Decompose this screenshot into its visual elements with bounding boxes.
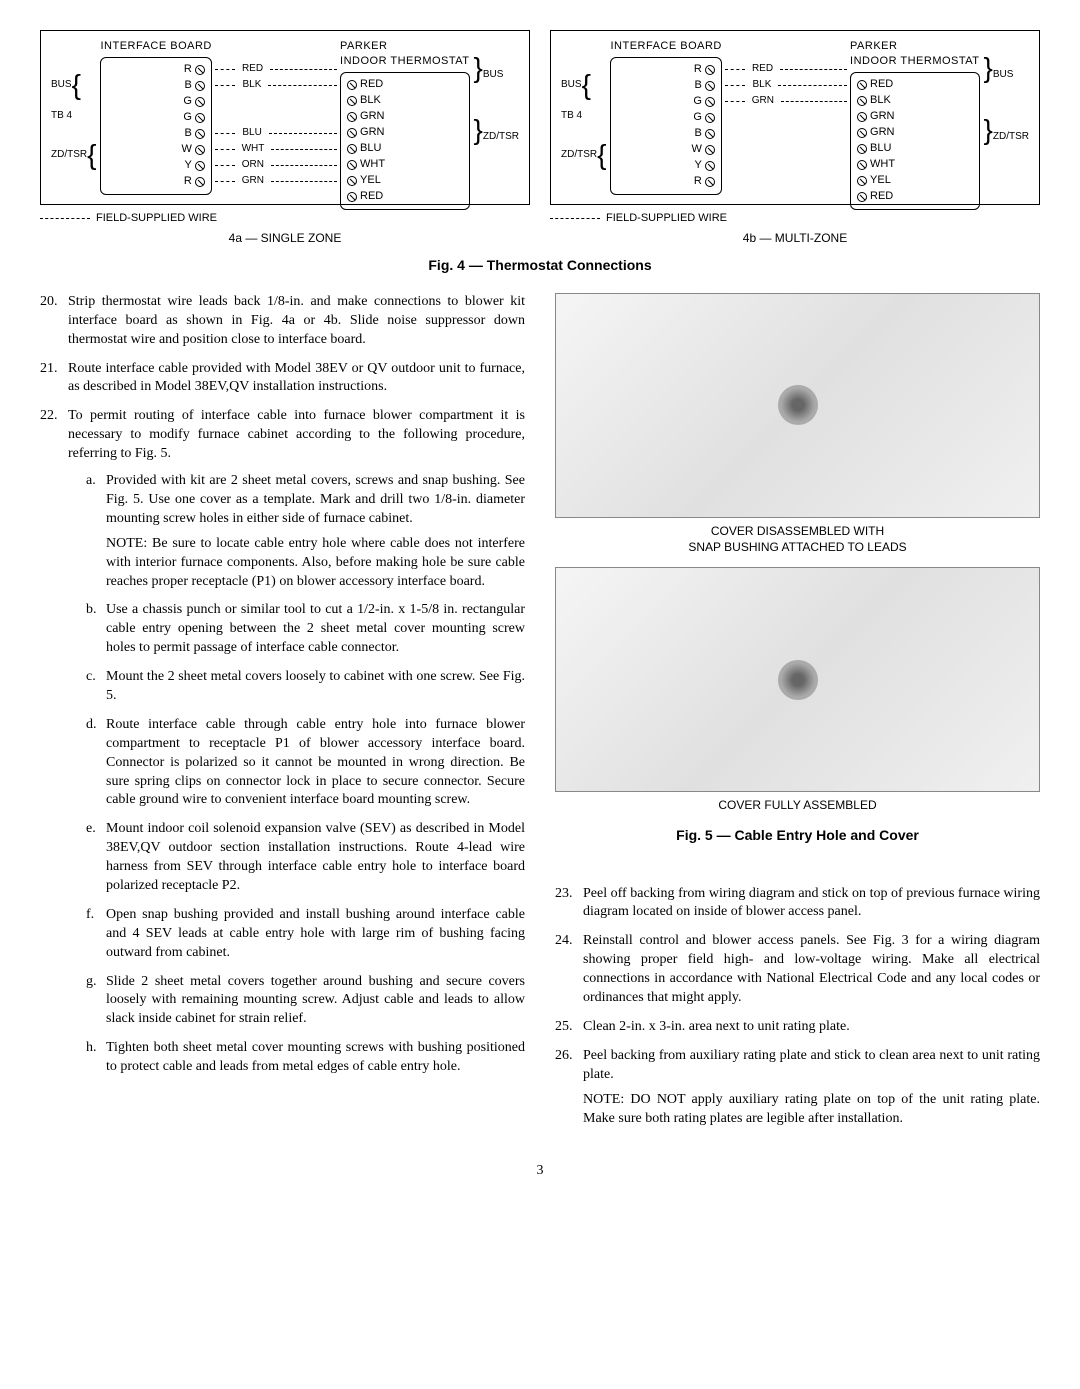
field-wire-note-b: FIELD-SUPPLIED WIRE (550, 211, 1040, 226)
right-inner-box-b: RED BLK GRN GRN BLU WHT YEL RED (850, 72, 980, 210)
schematic-4b: BUS{ TB 4 ZD/TSR{ INTERFACE BOARD R B G … (550, 30, 1040, 205)
rpin-grn: GRN (347, 109, 463, 125)
step-25: 25.Clean 2-in. x 3-in. area next to unit… (555, 1018, 1040, 1037)
caption-4b: 4b — MULTI-ZONE (550, 230, 1040, 246)
interface-header: INTERFACE BOARD (100, 39, 211, 54)
photo-placeholder-icon (778, 385, 818, 425)
substep-f: f.Open snap bushing provided and install… (86, 906, 525, 963)
field-wire-note-a: FIELD-SUPPLIED WIRE (40, 211, 530, 226)
right-inner-box: RED BLK GRN GRN BLU WHT YEL RED (340, 72, 470, 210)
rpin-blu: BLU (347, 141, 463, 157)
wire-section-a: RED BLK BLU WHT ORN GRN (212, 39, 340, 196)
pin-b: B (107, 78, 204, 94)
diagram-4b: BUS{ TB 4 ZD/TSR{ INTERFACE BOARD R B G … (550, 30, 1040, 246)
left-inner-box-b: R B G G B W Y R (610, 57, 721, 195)
fig5-caption: Fig. 5 — Cable Entry Hole and Cover (555, 826, 1040, 845)
substep-h: h.Tighten both sheet metal cover mountin… (86, 1039, 525, 1077)
bus-label: BUS (51, 78, 72, 92)
photo-1 (555, 293, 1040, 518)
two-column-content: 20.Strip thermostat wire leads back 1/8-… (40, 293, 1040, 1138)
rpin-yel: YEL (347, 173, 463, 189)
pin-r: R (107, 62, 204, 78)
pin-g: G (107, 94, 204, 110)
pin-g2: G (107, 110, 204, 126)
substep-a: a. Provided with kit are 2 sheet metal c… (86, 472, 525, 591)
left-interface-col: INTERFACE BOARD R B G G B W Y R (100, 39, 211, 196)
substep-e: e.Mount indoor coil solenoid expansion v… (86, 820, 525, 896)
tb4-label: TB 4 (51, 109, 96, 123)
rpin-red: RED (347, 77, 463, 93)
left-interface-col-b: INTERFACE BOARD R B G G B W Y R (610, 39, 721, 196)
step-22: 22. To permit routing of interface cable… (40, 407, 525, 1087)
diagrams-row: BUS{ TB 4 ZD/TSR{ INTERFACE BOARD R B G … (40, 30, 1040, 246)
right-labels: }BUS }ZD/TSR (474, 39, 519, 196)
step-26: 26. Peel backing from auxiliary rating p… (555, 1047, 1040, 1129)
right-labels-b: }BUS }ZD/TSR (984, 39, 1029, 196)
left-column: 20.Strip thermostat wire leads back 1/8-… (40, 293, 525, 1138)
photo2-caption: COVER FULLY ASSEMBLED (555, 798, 1040, 814)
step-23: 23.Peel off backing from wiring diagram … (555, 885, 1040, 923)
substep-g: g.Slide 2 sheet metal covers together ar… (86, 973, 525, 1030)
photo-placeholder-icon-2 (778, 660, 818, 700)
schematic-4a: BUS{ TB 4 ZD/TSR{ INTERFACE BOARD R B G … (40, 30, 530, 205)
left-labels-b: BUS{ TB 4 ZD/TSR{ (561, 39, 606, 196)
pin-w: W (107, 142, 204, 158)
rpin-wht: WHT (347, 157, 463, 173)
step-20: 20.Strip thermostat wire leads back 1/8-… (40, 293, 525, 350)
pin-y: Y (107, 158, 204, 174)
substep-c: c.Mount the 2 sheet metal covers loosely… (86, 668, 525, 706)
rpin-blk: BLK (347, 93, 463, 109)
substep-d: d.Route interface cable through cable en… (86, 716, 525, 810)
pin-b2: B (107, 126, 204, 142)
substep-b: b.Use a chassis punch or similar tool to… (86, 601, 525, 658)
left-inner-box: R B G G B W Y R (100, 57, 211, 195)
parker-header: PARKERINDOOR THERMOSTAT (340, 39, 470, 69)
note-a: NOTE: Be sure to locate cable entry hole… (106, 535, 525, 592)
photo-2 (555, 567, 1040, 792)
main-steps-right: 23.Peel off backing from wiring diagram … (555, 885, 1040, 1129)
pin-r2: R (107, 174, 204, 190)
step-24: 24.Reinstall control and blower access p… (555, 932, 1040, 1008)
zdtsr-label: ZD/TSR (51, 148, 87, 162)
page-number: 3 (40, 1162, 1040, 1181)
substeps: a. Provided with kit are 2 sheet metal c… (86, 472, 525, 1077)
rpin-red2: RED (347, 189, 463, 205)
wire-section-b: RED BLK GRN (722, 39, 850, 196)
photo1-caption: COVER DISASSEMBLED WITHSNAP BUSHING ATTA… (555, 524, 1040, 555)
rpin-grn2: GRN (347, 125, 463, 141)
left-labels: BUS{ TB 4 ZD/TSR{ (51, 39, 96, 196)
note-26: NOTE: DO NOT apply auxiliary rating plat… (583, 1091, 1040, 1129)
right-thermostat-col: PARKERINDOOR THERMOSTAT RED BLK GRN GRN … (340, 39, 470, 196)
main-steps-left: 20.Strip thermostat wire leads back 1/8-… (40, 293, 525, 1087)
right-thermostat-col-b: PARKERINDOOR THERMOSTAT RED BLK GRN GRN … (850, 39, 980, 196)
step-21: 21.Route interface cable provided with M… (40, 360, 525, 398)
caption-4a: 4a — SINGLE ZONE (40, 230, 530, 246)
fig4-caption: Fig. 4 — Thermostat Connections (40, 256, 1040, 275)
right-column: COVER DISASSEMBLED WITHSNAP BUSHING ATTA… (555, 293, 1040, 1138)
diagram-4a: BUS{ TB 4 ZD/TSR{ INTERFACE BOARD R B G … (40, 30, 530, 246)
